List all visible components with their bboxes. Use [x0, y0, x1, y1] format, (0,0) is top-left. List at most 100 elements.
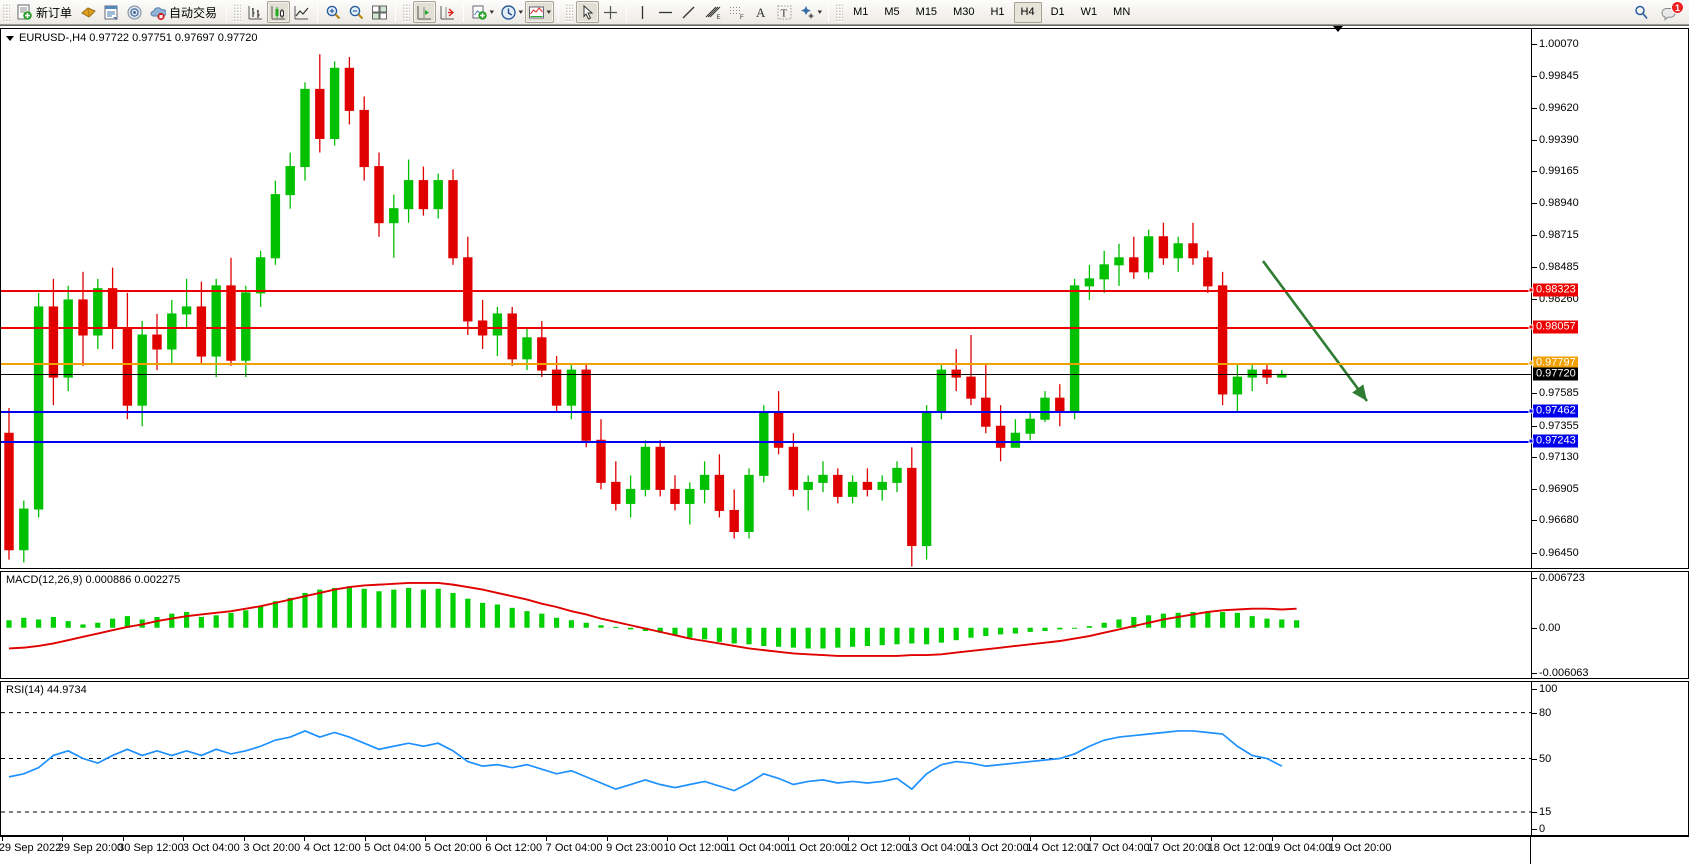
price-tick: [1532, 425, 1537, 427]
timeframe-h4[interactable]: H4: [1013, 1, 1042, 23]
chart-area[interactable]: EURUSD-,H4 0.97722 0.97751 0.97697 0.977…: [0, 25, 1689, 864]
time-tick: [1150, 836, 1152, 841]
zoom-in-button[interactable]: [322, 1, 345, 23]
cursor-button[interactable]: [575, 1, 599, 23]
macd-axis[interactable]: 0.006723 0.00 -0.006063: [1531, 572, 1688, 678]
price-level-handle[interactable]: [1528, 408, 1534, 413]
rsi-axis[interactable]: 100 80 50 15 0: [1531, 682, 1688, 835]
fibonacci-button[interactable]: E: [700, 1, 725, 23]
chart-shift-button[interactable]: [413, 1, 437, 23]
templates-button[interactable]: ▾: [525, 1, 554, 23]
bar-chart-button[interactable]: [244, 1, 267, 23]
time-tick: [1271, 836, 1273, 841]
time-tick-label: 5 Oct 20:00: [424, 842, 482, 854]
new-order-button[interactable]: 新订单: [13, 1, 77, 23]
shapes-button[interactable]: ▾: [796, 1, 825, 23]
period-icon: [500, 4, 517, 21]
timeframe-m15[interactable]: M15: [915, 6, 938, 18]
text-button[interactable]: A: [750, 1, 773, 23]
signals-button[interactable]: [123, 1, 146, 23]
autotrading-button[interactable]: 自动交易: [146, 1, 222, 23]
horizontal-line-icon: [657, 4, 674, 21]
time-tick-label: 3 Oct 20:00: [243, 842, 301, 854]
line-chart-button[interactable]: [290, 1, 313, 23]
time-tick: [546, 836, 548, 841]
toolbar-grip-5[interactable]: [836, 2, 844, 22]
last-price-line[interactable]: [1, 374, 1531, 376]
toolbar-grip-2[interactable]: [234, 2, 242, 22]
search-button[interactable]: [1630, 1, 1653, 23]
horizontal-line-button[interactable]: [654, 1, 677, 23]
macd-tick-label: 0.006723: [1539, 572, 1585, 584]
toolbar-grip-3[interactable]: [403, 2, 411, 22]
price-level-handle[interactable]: [1528, 287, 1534, 293]
pivot-line[interactable]: [1, 363, 1531, 366]
candlestick-chart-button[interactable]: [267, 1, 291, 23]
zoom-out-button[interactable]: [345, 1, 368, 23]
data-window-button[interactable]: [100, 1, 123, 23]
price-tick: [1532, 298, 1537, 300]
rsi-plot[interactable]: [1, 682, 1531, 835]
chart-shift-marker[interactable]: [1333, 26, 1343, 32]
crosshair-button[interactable]: [599, 1, 622, 23]
time-tick-label: 9 Oct 23:00: [606, 842, 663, 854]
price-tag[interactable]: 0.97243: [1533, 434, 1578, 448]
price-tick: [1532, 488, 1537, 490]
timeframe-m5[interactable]: M5: [884, 6, 900, 18]
rsi-tick-label: 0: [1539, 823, 1546, 835]
timeframe-d1[interactable]: D1: [1050, 6, 1065, 18]
toolbar-grip-4[interactable]: [565, 2, 573, 22]
auto-scroll-button[interactable]: [436, 1, 459, 23]
macd-pane[interactable]: MACD(12,26,9) 0.000886 0.002275 0.006723…: [0, 571, 1689, 679]
chevron-down-icon[interactable]: ▾: [489, 8, 495, 16]
resistance-line[interactable]: [1, 289, 1531, 292]
zoom-in-icon: [325, 4, 342, 21]
timeframe-m30[interactable]: M30: [953, 6, 975, 18]
support-line[interactable]: [1, 410, 1531, 413]
price-tag[interactable]: 0.98323: [1533, 283, 1578, 297]
period-button[interactable]: ▾: [497, 1, 526, 23]
price-pane[interactable]: EURUSD-,H4 0.97722 0.97751 0.97697 0.977…: [0, 28, 1689, 569]
chevron-down-icon[interactable]: ▾: [546, 8, 552, 16]
timeframe-w1[interactable]: W1: [1080, 6, 1098, 18]
chevron-down-icon[interactable]: ▾: [518, 8, 523, 16]
price-axis[interactable]: 1.00070 0.99845 0.99620 0.99390 0.99165 0.989…: [1531, 29, 1688, 568]
price-level-handle[interactable]: [1528, 360, 1534, 366]
resistance-line[interactable]: [1, 326, 1531, 329]
price-tick: [1532, 393, 1537, 395]
toolbar-grip[interactable]: [3, 2, 10, 22]
macd-tick-label: 0.00: [1539, 621, 1561, 634]
indicators-button[interactable]: ▾: [468, 1, 497, 23]
price-tag[interactable]: 0.98057: [1533, 320, 1578, 334]
timeframe-h1[interactable]: H1: [990, 6, 1005, 18]
notifications-button[interactable]: 1: [1657, 1, 1684, 23]
text-label-button[interactable]: T: [773, 1, 796, 23]
time-axis[interactable]: 29 Sep 2022 29 Sep 20:00 30 Sep 12:00 3 Oct…: [0, 836, 1689, 864]
trendline-button[interactable]: [677, 1, 700, 23]
price-tick: [1532, 76, 1537, 78]
timeframe-mn[interactable]: MN: [1113, 6, 1131, 18]
equidistant-channel-button[interactable]: F: [725, 1, 750, 23]
price-tick-label: 0.99845: [1539, 70, 1579, 83]
tile-windows-button[interactable]: [368, 1, 391, 23]
price-tag[interactable]: 0.97720: [1533, 367, 1578, 381]
price-level-handle[interactable]: [1528, 324, 1534, 330]
price-tick: [1532, 552, 1537, 554]
timeframe-m1[interactable]: M1: [853, 6, 869, 18]
price-level-handle[interactable]: [1528, 438, 1534, 444]
price-tick-label: 0.99165: [1539, 165, 1579, 178]
chevron-down-icon[interactable]: ▾: [817, 8, 822, 16]
time-tick-label: 17 Oct 04:00: [1086, 842, 1150, 854]
vertical-line-button[interactable]: [631, 1, 654, 23]
price-tag[interactable]: 0.97797: [1533, 356, 1578, 370]
macd-plot[interactable]: [1, 572, 1531, 678]
price-tick-label: 0.97355: [1539, 419, 1579, 432]
collapse-triangle-icon[interactable]: [6, 36, 14, 41]
rsi-tick-label: 15: [1539, 806, 1552, 819]
support-line[interactable]: [1, 441, 1531, 444]
time-tick: [485, 836, 487, 841]
price-plot[interactable]: [1, 29, 1531, 568]
rsi-pane[interactable]: RSI(14) 44.9734 100 80 50 15 0: [0, 681, 1689, 836]
expert-advisor-button[interactable]: [77, 1, 100, 23]
price-tag[interactable]: 0.97462: [1533, 404, 1578, 417]
